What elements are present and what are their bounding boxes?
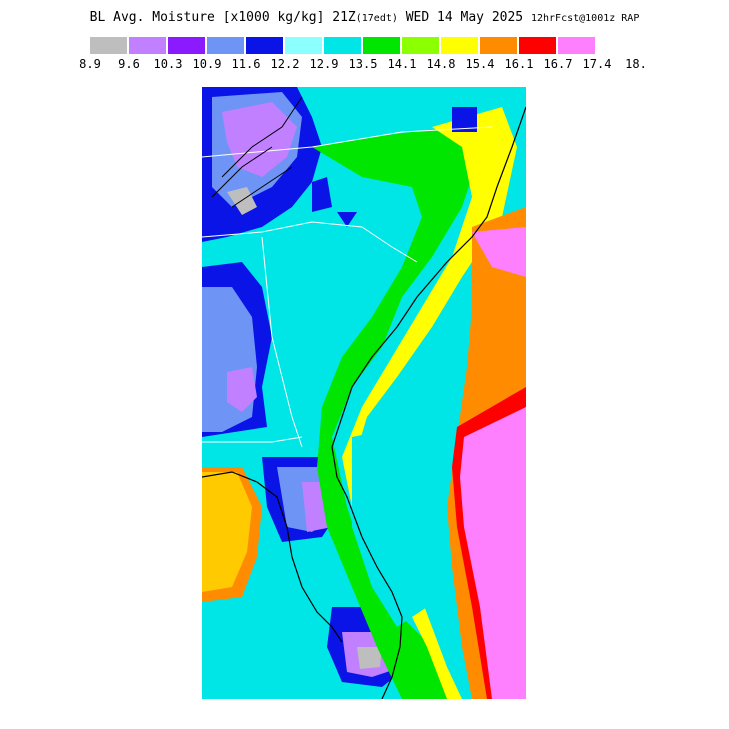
map-canvas xyxy=(202,87,526,699)
field-green-coast xyxy=(312,127,482,699)
legend-tick-label: 12.2 xyxy=(270,57,300,71)
field-gray-keys xyxy=(357,647,382,669)
legend-tick-label: 9.6 xyxy=(118,57,140,71)
field-purple-mid xyxy=(227,367,257,412)
field-gray-nw xyxy=(227,187,257,215)
legend-tick-label: 11.6 xyxy=(231,57,261,71)
legend-tick-label: 8.9 xyxy=(79,57,101,71)
title-local-time: (17edt) xyxy=(355,13,398,24)
legend-tick-label: 16.7 xyxy=(543,57,573,71)
coastline xyxy=(331,106,526,699)
legend-swatch xyxy=(207,37,244,54)
legend-swatch xyxy=(90,37,127,54)
field-blue-ne-box xyxy=(452,107,477,132)
title-date: WED 14 May 2025 xyxy=(405,10,524,25)
legend-swatch xyxy=(441,37,478,54)
field-blue-triangle xyxy=(337,212,357,227)
legend-swatch xyxy=(168,37,205,54)
legend-tick-label: 10.3 xyxy=(153,57,183,71)
title-main: BL Avg. Moisture [x1000 kg/kg] 21Z xyxy=(89,10,356,25)
legend-swatch xyxy=(285,37,322,54)
legend-tick-label: 12.9 xyxy=(309,57,339,71)
moisture-map xyxy=(202,87,526,699)
state-lines xyxy=(202,126,493,448)
legend-tick-label: 13.5 xyxy=(348,57,378,71)
legend-swatch xyxy=(480,37,517,54)
legend-swatch xyxy=(402,37,439,54)
legend-tick-label: 14.1 xyxy=(387,57,417,71)
legend-swatch xyxy=(324,37,361,54)
field-magenta-offshore xyxy=(460,407,526,699)
legend-tick-label: 18. xyxy=(625,57,647,71)
field-cyan-fl-interior xyxy=(352,427,442,627)
legend-tick-label: 14.8 xyxy=(426,57,456,71)
field-yellow-gulf xyxy=(202,472,252,592)
legend-swatch xyxy=(519,37,556,54)
legend-tick-label: 17.4 xyxy=(582,57,612,71)
legend-swatch xyxy=(558,37,595,54)
legend-tick-label: 15.4 xyxy=(465,57,495,71)
chart-title: BL Avg. Moisture [x1000 kg/kg] 21Z(17edt… xyxy=(0,10,729,25)
field-blue-central xyxy=(312,177,332,212)
field-magenta-ne xyxy=(472,227,526,277)
legend-swatch xyxy=(246,37,283,54)
legend-tick-label: 16.1 xyxy=(504,57,534,71)
gulf-coastline xyxy=(202,471,343,643)
legend-swatch xyxy=(363,37,400,54)
title-run: 12hrFcst@1001z RAP xyxy=(530,13,640,24)
legend-swatch xyxy=(129,37,166,54)
legend-tick-label: 10.9 xyxy=(192,57,222,71)
nw-contours xyxy=(211,96,303,208)
